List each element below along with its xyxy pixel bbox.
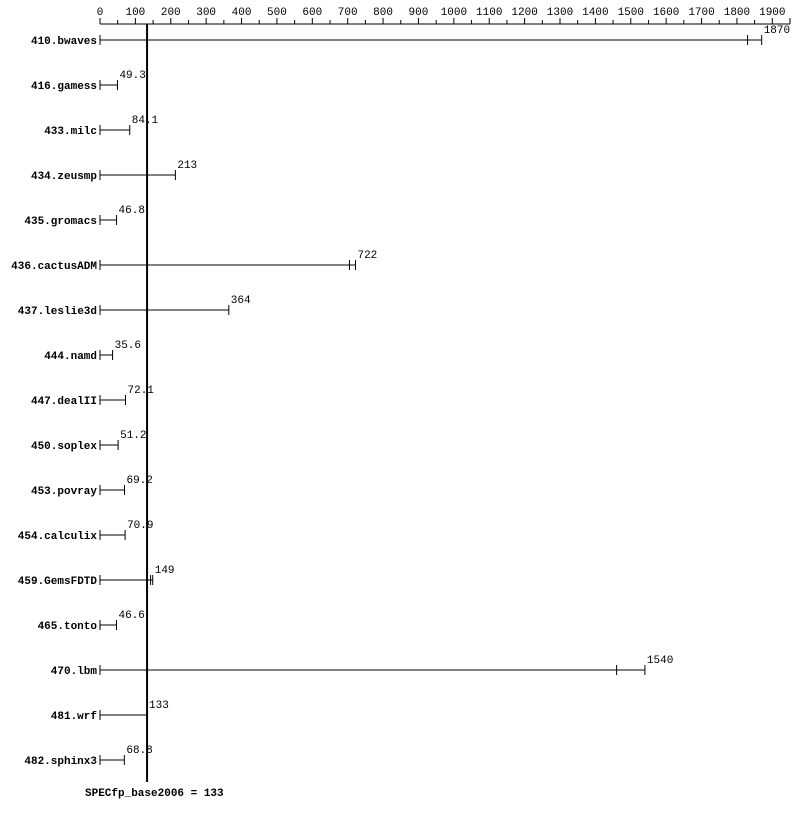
benchmark-value-label: 149 bbox=[155, 565, 175, 577]
x-tick-label: 1100 bbox=[476, 7, 502, 19]
x-tick-label: 1900 bbox=[759, 7, 785, 19]
benchmark-value-label: 49.3 bbox=[119, 70, 145, 82]
benchmark-value-label: 46.8 bbox=[119, 205, 145, 217]
benchmark-label: 450.soplex bbox=[31, 441, 97, 453]
benchmark-label: 434.zeusmp bbox=[31, 171, 97, 183]
benchmark-value-label: 213 bbox=[177, 160, 197, 172]
benchmark-label: 482.sphinx3 bbox=[24, 756, 97, 768]
benchmark-label: 470.lbm bbox=[51, 666, 98, 678]
benchmark-label: 481.wrf bbox=[51, 711, 98, 723]
benchmark-label: 436.cactusADM bbox=[11, 261, 97, 273]
chart-background bbox=[0, 0, 799, 831]
x-tick-label: 0 bbox=[97, 7, 104, 19]
x-tick-label: 900 bbox=[409, 7, 429, 19]
benchmark-value-label: 46.6 bbox=[118, 610, 144, 622]
benchmark-value-label: 133 bbox=[149, 700, 169, 712]
benchmark-label: 465.tonto bbox=[38, 621, 98, 633]
x-tick-label: 1500 bbox=[618, 7, 644, 19]
benchmark-value-label: 68.8 bbox=[126, 745, 152, 757]
benchmark-value-label: 69.2 bbox=[126, 475, 152, 487]
benchmark-label: 416.gamess bbox=[31, 81, 97, 93]
benchmark-value-label: 72.1 bbox=[128, 385, 155, 397]
benchmark-value-label: 722 bbox=[357, 250, 377, 262]
benchmark-value-label: 1870 bbox=[764, 25, 790, 37]
x-tick-label: 1000 bbox=[441, 7, 467, 19]
benchmark-label: 435.gromacs bbox=[24, 216, 97, 228]
benchmark-label: 454.calculix bbox=[18, 531, 98, 543]
benchmark-label: 433.milc bbox=[44, 126, 97, 138]
benchmark-label: 444.namd bbox=[44, 351, 97, 363]
benchmark-value-label: 35.6 bbox=[115, 340, 141, 352]
x-tick-label: 1400 bbox=[582, 7, 608, 19]
benchmark-label: 437.leslie3d bbox=[18, 306, 97, 318]
x-tick-label: 1700 bbox=[688, 7, 714, 19]
benchmark-label: 447.dealII bbox=[31, 396, 97, 408]
benchmark-value-label: 364 bbox=[231, 295, 251, 307]
x-tick-label: 200 bbox=[161, 7, 181, 19]
x-tick-label: 1300 bbox=[547, 7, 573, 19]
x-tick-label: 100 bbox=[125, 7, 145, 19]
x-tick-label: 400 bbox=[232, 7, 252, 19]
benchmark-label: 453.povray bbox=[31, 486, 97, 498]
x-tick-label: 1600 bbox=[653, 7, 679, 19]
x-tick-label: 1200 bbox=[511, 7, 537, 19]
benchmark-value-label: 51.2 bbox=[120, 430, 146, 442]
x-tick-label: 700 bbox=[338, 7, 358, 19]
x-tick-label: 300 bbox=[196, 7, 216, 19]
baseline-label: SPECfp_base2006 = 133 bbox=[85, 788, 224, 800]
x-tick-label: 800 bbox=[373, 7, 393, 19]
benchmark-value-label: 84.1 bbox=[132, 115, 159, 127]
x-tick-label: 500 bbox=[267, 7, 287, 19]
x-tick-label: 1800 bbox=[724, 7, 750, 19]
x-tick-label: 600 bbox=[302, 7, 322, 19]
benchmark-value-label: 1540 bbox=[647, 655, 673, 667]
benchmark-label: 459.GemsFDTD bbox=[18, 576, 98, 588]
benchmark-value-label: 70.9 bbox=[127, 520, 153, 532]
benchmark-label: 410.bwaves bbox=[31, 36, 97, 48]
spec-benchmark-chart: 0 100 200 300 400 500 600 700 800 900 1000 1100 1200… bbox=[0, 0, 799, 831]
